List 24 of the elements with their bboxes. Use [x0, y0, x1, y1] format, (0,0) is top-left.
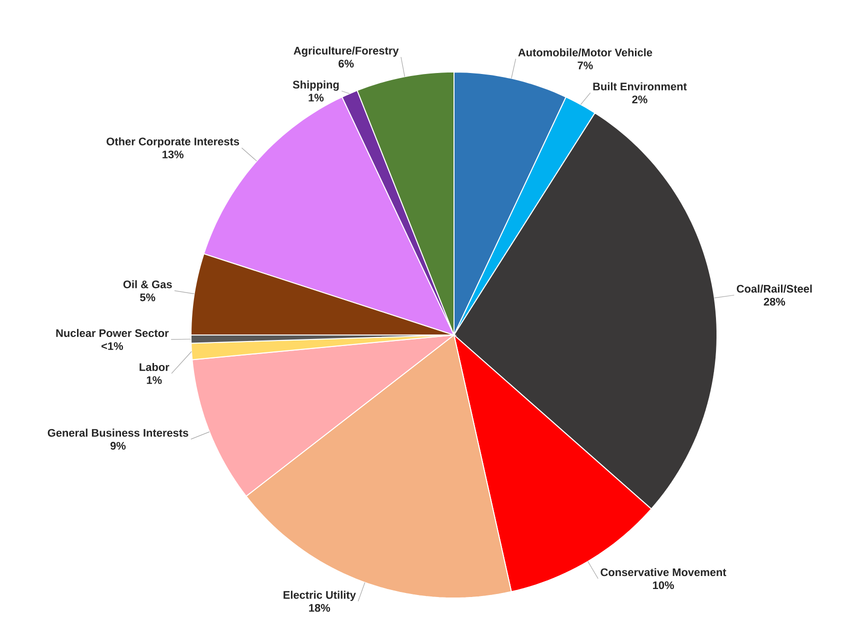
- data-label: 6%: [338, 60, 354, 68]
- slice-label: Conservative Movement: [600, 568, 726, 576]
- slice-label: Labor: [140, 362, 170, 372]
- slice-label: Coal/Rail/Steel: [736, 284, 812, 293]
- data-label: 7%: [578, 62, 593, 70]
- data-label: <1%: [102, 342, 124, 350]
- data-label: 5%: [140, 293, 156, 302]
- slice-label: Electric Utility: [284, 590, 356, 601]
- slice-label: Shipping: [292, 80, 339, 91]
- data-label: 9%: [110, 442, 126, 450]
- slice-label: Agriculture/Forestry: [294, 46, 399, 57]
- slice-label: Built Environment: [593, 82, 687, 90]
- slice-label: General Business Interests: [48, 428, 188, 437]
- slice-label: Oil & Gas: [123, 280, 172, 288]
- slice-label: Automobile/Motor Vehicle: [518, 48, 652, 56]
- data-label: 1%: [308, 94, 324, 102]
- data-label: 13%: [162, 150, 184, 158]
- data-label: 1%: [146, 376, 162, 384]
- slice-label: Other Corporate Interests: [106, 137, 240, 148]
- slice-label: Nuclear Power Sector: [56, 328, 169, 338]
- data-label: 2%: [632, 96, 648, 104]
- data-label: 28%: [764, 298, 786, 306]
- data-label: 10%: [653, 581, 674, 590]
- data-label: 18%: [309, 604, 330, 612]
